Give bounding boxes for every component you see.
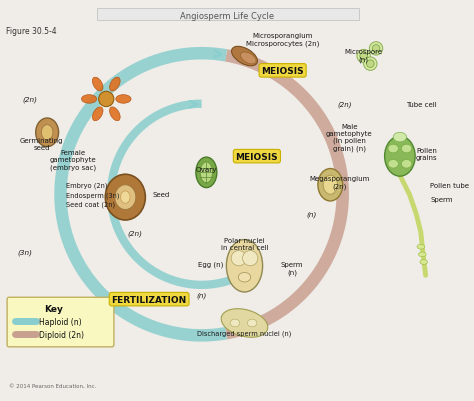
Ellipse shape [401,145,412,154]
Text: Sperm
(n): Sperm (n) [281,261,303,275]
Ellipse shape [393,133,407,142]
Text: Germinating
seed: Germinating seed [20,138,63,151]
Circle shape [357,50,370,64]
Ellipse shape [227,240,263,292]
Text: Microspore
(n): Microspore (n) [345,49,383,63]
Text: (2n): (2n) [337,101,352,108]
Ellipse shape [92,107,103,122]
Ellipse shape [105,175,146,221]
Ellipse shape [388,160,399,169]
Text: Egg (n): Egg (n) [199,261,224,267]
Text: MEIOSIS: MEIOSIS [236,152,278,161]
Ellipse shape [318,169,343,201]
Text: Megasporangium
(2n): Megasporangium (2n) [310,176,370,189]
Circle shape [369,43,383,56]
Ellipse shape [92,78,103,92]
Ellipse shape [116,95,131,104]
Text: Discharged sperm nuclei (n): Discharged sperm nuclei (n) [197,330,292,336]
Text: Pollen tube: Pollen tube [430,182,469,188]
Circle shape [364,58,377,71]
Circle shape [372,45,380,53]
Ellipse shape [115,185,136,210]
Circle shape [243,251,258,266]
Text: Seed: Seed [152,192,169,198]
Text: Haploid (n): Haploid (n) [38,317,81,326]
Text: Polar nuclei
in central cell: Polar nuclei in central cell [221,237,268,251]
Ellipse shape [41,126,53,141]
Text: Endosperm (3n): Endosperm (3n) [66,192,120,198]
Text: Key: Key [45,304,63,314]
Ellipse shape [109,107,120,122]
Text: Male
gametophyte
(in pollen
grain) (n): Male gametophyte (in pollen grain) (n) [326,124,373,152]
Circle shape [360,53,367,61]
Ellipse shape [420,260,428,265]
Text: Ovary: Ovary [196,166,217,172]
FancyBboxPatch shape [97,9,359,21]
Ellipse shape [419,252,426,257]
Text: (n): (n) [196,292,207,298]
Ellipse shape [240,53,256,65]
Ellipse shape [200,162,212,183]
Ellipse shape [388,145,399,154]
Ellipse shape [238,273,251,282]
Circle shape [231,251,246,266]
Text: (2n): (2n) [128,230,142,236]
Text: Diploid (2n): Diploid (2n) [38,330,83,339]
Text: (2n): (2n) [22,97,37,103]
Text: Sperm: Sperm [430,196,453,203]
Circle shape [99,92,114,107]
Text: Seed coat (2n): Seed coat (2n) [66,201,115,208]
Circle shape [366,61,374,68]
Text: Microsporangium
Microsporocytes (2n): Microsporangium Microsporocytes (2n) [246,33,319,47]
Ellipse shape [120,191,130,204]
Ellipse shape [230,319,240,327]
Text: Figure 30.5-4: Figure 30.5-4 [6,26,57,35]
Text: (n): (n) [306,211,317,217]
Text: (3n): (3n) [18,249,33,255]
Ellipse shape [196,158,217,188]
Ellipse shape [417,245,425,249]
Ellipse shape [247,319,257,327]
Text: Female
gametophyte
(embryo sac): Female gametophyte (embryo sac) [50,150,96,170]
Text: Tube cell: Tube cell [407,101,438,107]
Ellipse shape [323,176,337,195]
Ellipse shape [231,47,257,67]
Text: Angiosperm Life Cycle: Angiosperm Life Cycle [180,12,274,20]
Ellipse shape [384,137,415,177]
Ellipse shape [221,309,268,337]
Text: FERTILIZATION: FERTILIZATION [111,295,187,304]
Ellipse shape [36,119,59,147]
Ellipse shape [109,78,120,92]
Text: Embryo (2n): Embryo (2n) [66,182,108,188]
Ellipse shape [82,95,97,104]
FancyBboxPatch shape [7,298,114,347]
Text: MEIOSIS: MEIOSIS [261,67,304,76]
Text: Pollen
grains: Pollen grains [416,147,438,160]
Text: © 2014 Pearson Education, Inc.: © 2014 Pearson Education, Inc. [9,383,96,388]
Ellipse shape [401,160,412,169]
